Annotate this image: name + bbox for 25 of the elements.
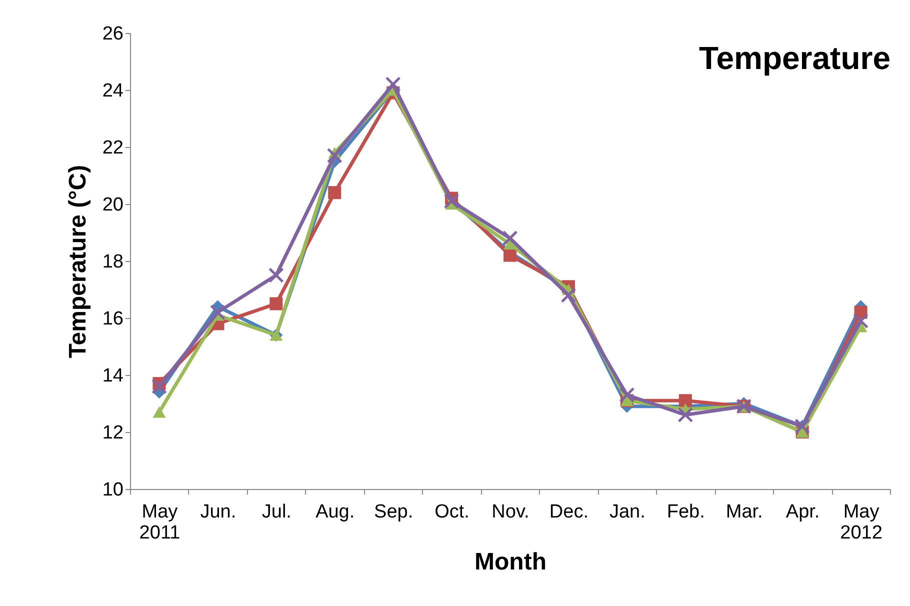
- x-tick-label: Apr.: [786, 502, 820, 522]
- x-axis-title: Month: [474, 548, 546, 576]
- x-tick-label: Sep.: [374, 502, 414, 522]
- x-tick-label: Aug.: [316, 502, 355, 522]
- x-tick-label: Oct.: [434, 502, 470, 522]
- chart-title: Temperature: [699, 40, 890, 76]
- y-tick-label: 24: [102, 80, 124, 102]
- y-tick-label: 16: [102, 308, 124, 330]
- x-tick-label: Mar.: [726, 502, 763, 522]
- y-tick-label: 12: [102, 422, 124, 444]
- x-tick-label: Jan.: [609, 502, 646, 522]
- y-tick-label: 10: [102, 480, 124, 500]
- y-tick-label: 26: [102, 24, 124, 44]
- x-tick-label: Jun.: [200, 502, 236, 522]
- x-tick-label: May 2012: [840, 502, 882, 544]
- y-tick-label: 20: [102, 194, 124, 216]
- x-tick-label: Nov.: [492, 502, 530, 522]
- y-axis-title: Temperature (°C): [64, 164, 92, 358]
- x-tick-label: Dec.: [549, 502, 588, 522]
- y-tick-label: 18: [102, 252, 124, 272]
- x-tick-label: May 2011: [139, 502, 180, 544]
- y-tick-label: 22: [102, 138, 124, 158]
- y-tick-label: 14: [102, 366, 124, 386]
- x-tick-label: Feb.: [666, 502, 705, 522]
- x-tick-label: Jul.: [262, 502, 292, 522]
